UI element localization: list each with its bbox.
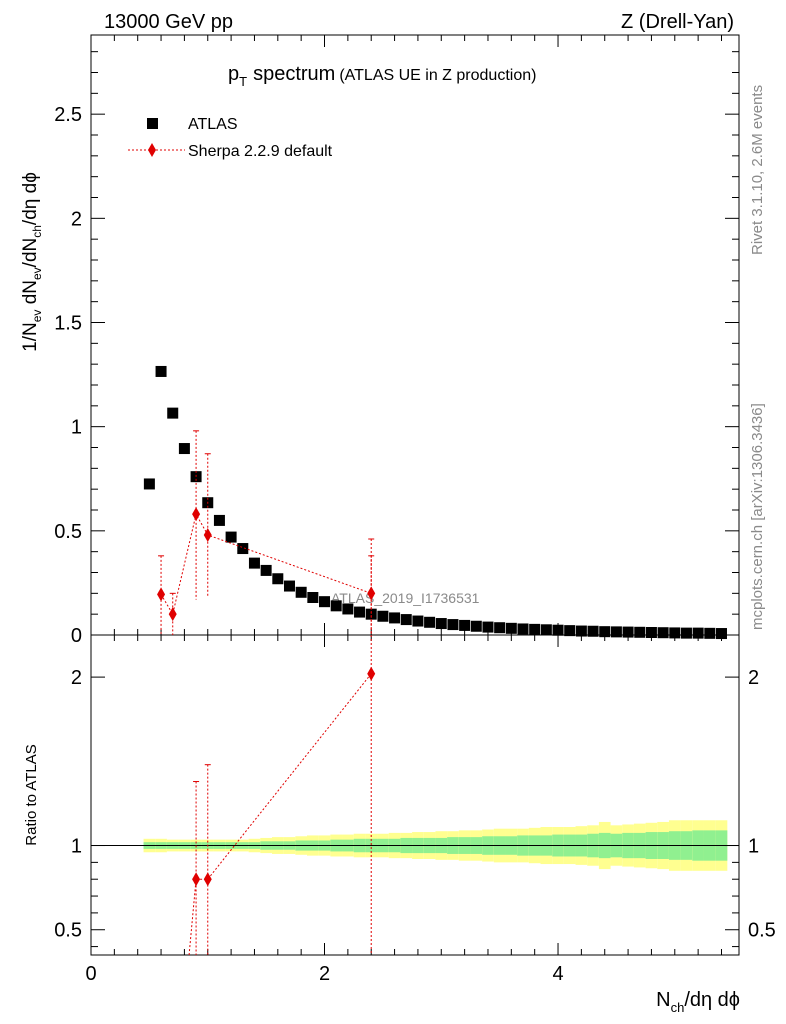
atlas-data-point (424, 616, 436, 628)
ratio-y-tick-label-right: 0.5 (748, 920, 776, 942)
atlas-data-point (587, 625, 599, 637)
atlas-data-point (389, 612, 401, 624)
sherpa-point (168, 607, 177, 622)
atlas-data-point (143, 478, 155, 490)
title-p: p (228, 63, 239, 85)
atlas-data-point (342, 603, 354, 615)
atlas-data-point (377, 610, 389, 622)
atlas-data-point (610, 626, 622, 638)
atlas-data-point (319, 596, 331, 608)
main-y-tick-label: 1.5 (54, 313, 82, 335)
atlas-data-point (365, 608, 377, 620)
legend-sherpa-marker (148, 143, 156, 157)
title-spectrum: spectrum (253, 63, 335, 85)
atlas-data-point (412, 615, 424, 627)
energy-label: 13000 GeV pp (104, 11, 233, 33)
title-p-subscript: T (239, 74, 247, 89)
atlas-data-point (295, 586, 307, 598)
atlas-data-point (657, 627, 669, 639)
atlas-data-point (540, 624, 552, 636)
atlas-data-point (400, 614, 412, 626)
sherpa-ratio-point (367, 666, 376, 681)
atlas-data-point (704, 627, 716, 639)
atlas-data-point (272, 573, 284, 585)
atlas-data-point (494, 622, 506, 634)
atlas-data-point (692, 627, 704, 639)
sherpa-series (157, 430, 376, 635)
atlas-data-point (634, 626, 646, 638)
x-tick-label: 0 (85, 963, 96, 985)
sherpa-point (192, 507, 201, 522)
atlas-data-point (435, 618, 447, 630)
ratio-y-tick-label: 1 (71, 836, 82, 858)
atlas-data-point (622, 626, 634, 638)
atlas-data-point (470, 620, 482, 632)
mcplots-label: mcplots.cern.ch [arXiv:1306.3436] (749, 403, 766, 630)
sherpa-ratio-series (188, 538, 376, 956)
ratio-frame (90, 634, 740, 956)
atlas-data-point (178, 443, 190, 455)
main-y-tick-label: 1 (71, 417, 82, 439)
legend-atlas-label: ATLAS (188, 116, 238, 133)
sherpa-ratio-offscale-line (188, 879, 197, 956)
main-y-axis-label: 1/Nev dNev/dNch/dη dϕ (20, 172, 44, 352)
atlas-data-point (517, 623, 529, 635)
sherpa-ratio-point (192, 872, 201, 887)
legend-atlas-marker (147, 118, 158, 129)
main-title: pT spectrum (ATLAS UE in Z production) (228, 63, 536, 89)
process-label: Z (Drell-Yan) (621, 11, 734, 33)
atlas-data-point (599, 626, 611, 638)
ratio-y-axis-label: Ratio to ATLAS (23, 744, 40, 845)
atlas-data-point (575, 625, 587, 637)
main-y-tick-label: 2 (71, 208, 82, 230)
ratio-y-tick-label-right: 1 (748, 836, 759, 858)
x-tick-label: 2 (319, 963, 330, 985)
atlas-data-point (482, 621, 494, 633)
atlas-data-point (669, 627, 681, 639)
atlas-data-point (715, 628, 727, 640)
atlas-data-point (645, 627, 657, 638)
x-tick-label: 4 (552, 963, 563, 985)
atlas-data-point (459, 619, 471, 631)
atlas-data-point (447, 619, 459, 631)
atlas-data-point (330, 600, 342, 612)
atlas-data-points (143, 365, 727, 640)
atlas-data-point (167, 407, 179, 419)
title-note: (ATLAS UE in Z production) (339, 67, 536, 84)
atlas-data-point (354, 606, 366, 618)
ratio-y-tick-label-right: 2 (748, 667, 759, 689)
rivet-version-label: Rivet 3.1.10, 2.6M events (749, 85, 766, 255)
atlas-data-point (248, 557, 260, 569)
x-axis-label: Nch/dη dϕ (656, 989, 740, 1015)
sherpa-point (367, 586, 376, 601)
main-y-tick-label: 0.5 (54, 521, 82, 543)
atlas-data-point (283, 580, 295, 592)
legend: ATLAS Sherpa 2.2.9 default (128, 116, 333, 160)
atlas-data-point (155, 365, 167, 377)
atlas-data-point (260, 564, 272, 576)
atlas-data-point (564, 625, 576, 637)
sherpa-point (203, 528, 212, 542)
atlas-data-point (505, 622, 517, 634)
atlas-data-point (237, 543, 249, 555)
main-y-tick-label: 0 (71, 625, 82, 647)
sherpa-point (157, 587, 166, 602)
atlas-data-point (307, 592, 319, 603)
sherpa-ratio-point (203, 872, 212, 887)
ratio-y-tick-label: 2 (71, 667, 82, 689)
main-y-tick-label: 2.5 (54, 104, 82, 126)
ratio-y-tick-label: 0.5 (54, 920, 82, 942)
atlas-data-point (213, 514, 225, 526)
legend-sherpa-label: Sherpa 2.2.9 default (188, 143, 333, 160)
atlas-data-point (552, 624, 564, 636)
atlas-data-point (529, 623, 541, 635)
atlas-data-point (225, 531, 237, 543)
atlas-data-point (680, 627, 692, 639)
